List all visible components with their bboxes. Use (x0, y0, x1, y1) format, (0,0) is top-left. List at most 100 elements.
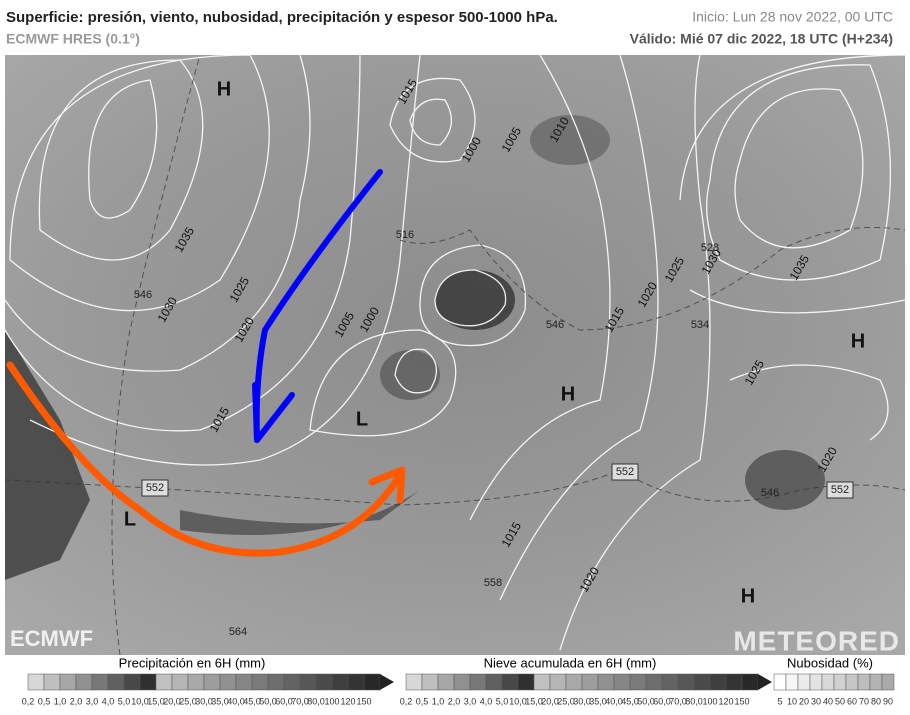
legend-tick-label: 2,0 (70, 696, 83, 706)
color-swatch (881, 673, 895, 691)
legend-tick-label: 50,0 (637, 696, 655, 706)
legend-tick-label: 70,0 (291, 696, 309, 706)
color-swatch (405, 673, 423, 691)
legend-tick-label: 50,0 (259, 696, 277, 706)
color-swatch (677, 673, 695, 691)
cloud-area (530, 115, 610, 165)
color-swatch (203, 673, 221, 691)
color-swatch (27, 673, 45, 691)
legend-tick-label: 45,0 (243, 696, 261, 706)
legend-tick-label: 1,0 (432, 696, 445, 706)
color-swatch (857, 673, 871, 691)
legend-tick-label: 20,0 (541, 696, 559, 706)
flow-arrow-head (368, 466, 406, 504)
legend-tick-label: 10 (787, 696, 797, 706)
legend-tick-label: 45,0 (621, 696, 639, 706)
legend-tick-label: 40 (823, 696, 833, 706)
color-swatch (501, 673, 519, 691)
pressure-center: L (124, 508, 136, 530)
thickness-label: 552 (831, 484, 849, 496)
legend-tick-label: 50 (835, 696, 845, 706)
color-swatch (363, 673, 381, 691)
color-swatch (833, 673, 847, 691)
legend-tick-label: 100 (702, 696, 717, 706)
legend-tick-label: 80 (871, 696, 881, 706)
color-swatch (59, 673, 77, 691)
legend-tick-label: 30 (811, 696, 821, 706)
color-swatch (235, 673, 253, 691)
color-swatch (347, 673, 365, 691)
legend-tick-label: 150 (734, 696, 749, 706)
color-swatch (773, 673, 787, 691)
color-swatch (107, 673, 125, 691)
logo-meteored: METEORED (733, 625, 900, 656)
thickness-box (141, 479, 169, 497)
legend-tick-label: 70 (859, 696, 869, 706)
color-swatch (597, 673, 615, 691)
color-swatch (725, 673, 743, 691)
legend-tick-label: 60,0 (275, 696, 293, 706)
legend-tick-label: 1,0 (54, 696, 67, 706)
legend-tick-label: 60,0 (653, 696, 671, 706)
pressure-center: H (561, 383, 575, 405)
pressure-center: H (741, 585, 755, 607)
color-swatch (869, 673, 883, 691)
thickness-label: 546 (761, 487, 779, 499)
legend-tick-label: 15,0 (147, 696, 165, 706)
thickness-lines (4, 54, 906, 656)
legend-tick-label: 10,0 (131, 696, 149, 706)
legend-title: Nubosidad (%) (787, 655, 873, 670)
legend-tick-label: 35,0 (589, 696, 607, 706)
legend-tick-label: 5,0 (118, 696, 131, 706)
color-swatch (661, 673, 679, 691)
map-background (5, 55, 905, 655)
legend-tick-label: 40,0 (605, 696, 623, 706)
flow-arrow (6, 361, 404, 557)
thickness-label: 552 (146, 482, 164, 494)
thickness-label: 546 (546, 319, 564, 331)
color-swatch (453, 673, 471, 691)
flow-arrow-head (252, 382, 295, 443)
legend-tick-label: 2,0 (448, 696, 461, 706)
legend-tick-label: 0,5 (416, 696, 429, 706)
color-swatch (171, 673, 189, 691)
legend-tick-label: 120 (718, 696, 733, 706)
legend-tick-label: 0,5 (38, 696, 51, 706)
precip-area (435, 270, 515, 330)
thickness-label: 558 (484, 577, 502, 589)
color-swatch (517, 673, 535, 691)
color-swatch (315, 673, 333, 691)
color-swatch (549, 673, 567, 691)
pressure-center: H (217, 78, 231, 100)
thickness-label: 552 (616, 466, 634, 478)
legend-title: Precipitación en 6H (mm) (119, 655, 266, 670)
legend-tick-label: 5,0 (496, 696, 509, 706)
model: ECMWF HRES (0.1°) (6, 31, 140, 47)
legend-tick-label: 20,0 (163, 696, 181, 706)
color-swatch (533, 673, 551, 691)
legend-tick-label: 10,0 (509, 696, 527, 706)
legend-tick-label: 70,0 (669, 696, 687, 706)
thickness-label: 528 (701, 242, 719, 254)
color-swatch (251, 673, 269, 691)
precip-area (745, 450, 825, 510)
color-swatch (565, 673, 583, 691)
color-swatch (485, 673, 503, 691)
thickness-label: 564 (229, 626, 247, 638)
legend-tick-label: 80,0 (307, 696, 325, 706)
legend-tick-label: 0,2 (400, 696, 413, 706)
legend-tick-label: 150 (356, 696, 371, 706)
legend-tick-label: 35,0 (211, 696, 229, 706)
color-swatch (613, 673, 631, 691)
color-swatch (709, 673, 727, 691)
legend-tick-label: 0,2 (22, 696, 35, 706)
logo-ecmwf: ECMWF (10, 626, 93, 651)
color-swatch (43, 673, 61, 691)
legend-title: Nieve acumulada en 6H (mm) (484, 655, 657, 670)
legend-tick-label: 4,0 (102, 696, 115, 706)
title: Superficie: presión, viento, nubosidad, … (6, 9, 558, 26)
legend-tick-label: 80,0 (685, 696, 703, 706)
legend-tick-label: 20 (799, 696, 809, 706)
legend-tick-label: 60 (847, 696, 857, 706)
